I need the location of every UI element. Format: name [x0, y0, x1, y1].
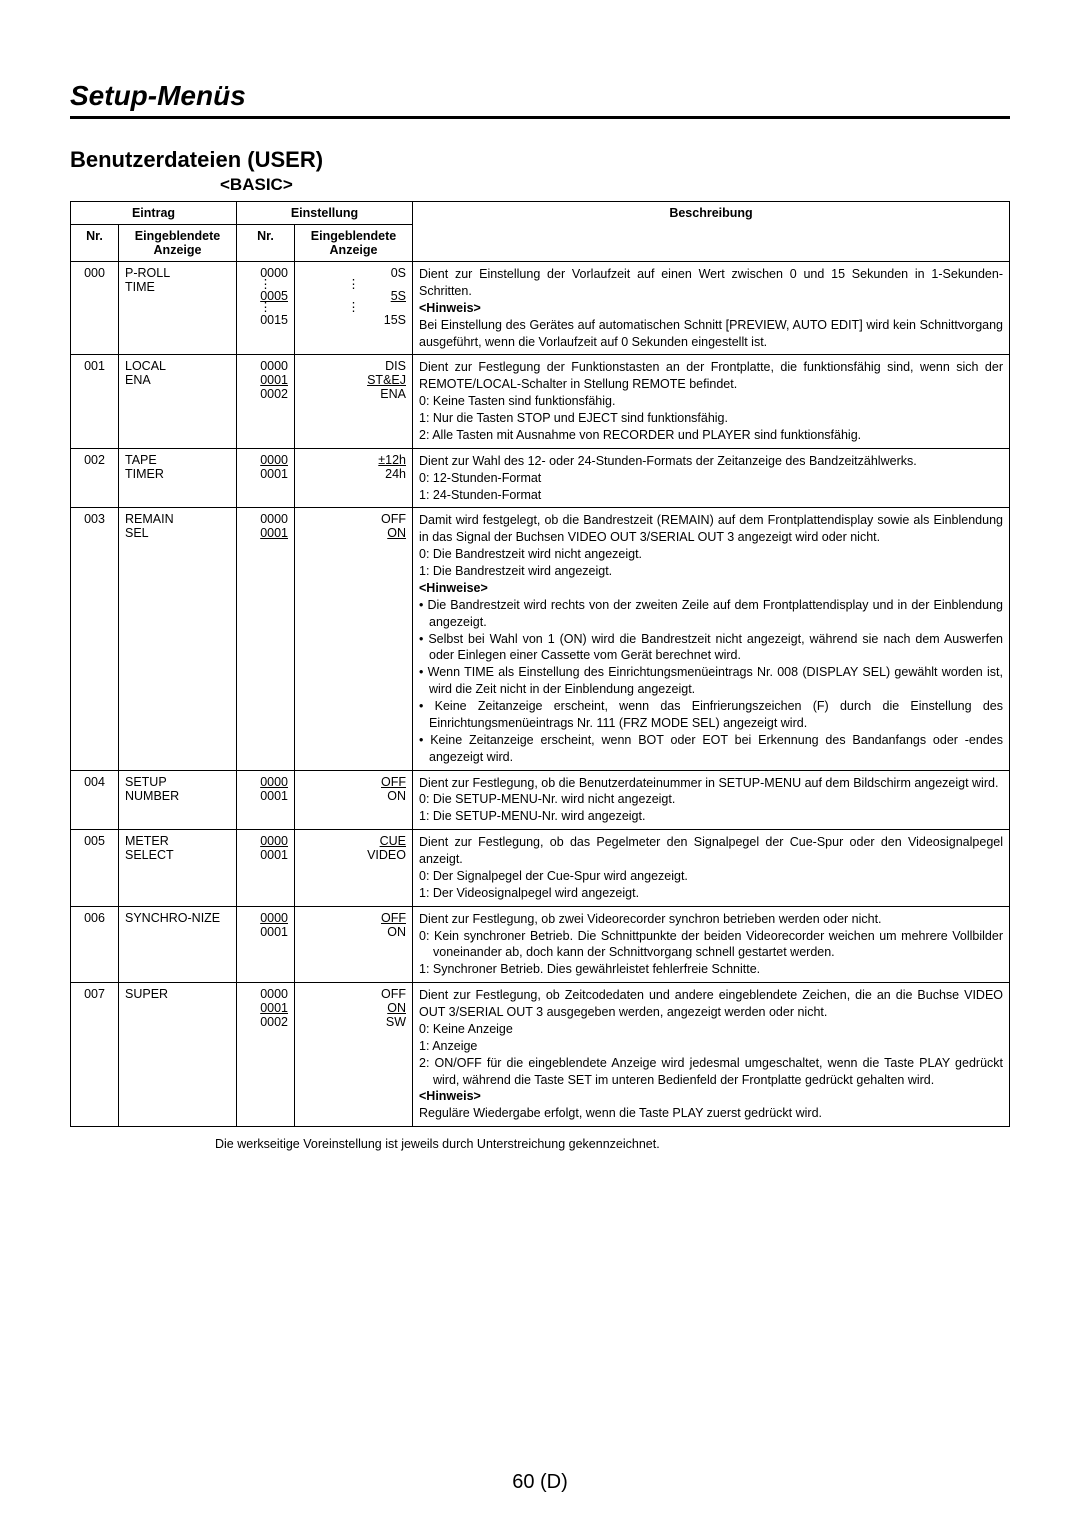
cell-display1: P-ROLLTIME — [119, 262, 237, 355]
cell-nr2: 00000001 — [237, 508, 295, 770]
footnote: Die werkseitige Voreinstellung ist jewei… — [215, 1137, 1010, 1151]
cell-display2: DISST&EJENA — [295, 355, 413, 448]
cell-display2: OFFON — [295, 906, 413, 983]
cell-display1: TAPETIMER — [119, 448, 237, 508]
cell-desc: Dient zur Festlegung, ob zwei Videorecor… — [413, 906, 1010, 983]
cell-desc: Dient zur Festlegung, ob das Pegelmeter … — [413, 830, 1010, 907]
cell-display2: ±12h24h — [295, 448, 413, 508]
cell-desc: Dient zur Festlegung der Funktionstasten… — [413, 355, 1010, 448]
cell-nr2: 00000001 — [237, 448, 295, 508]
table-row: 003REMAINSEL00000001OFFONDamit wird fest… — [71, 508, 1010, 770]
cell-nr1: 007 — [71, 983, 119, 1127]
table-row: 002TAPETIMER00000001±12h24hDient zur Wah… — [71, 448, 1010, 508]
cell-nr1: 003 — [71, 508, 119, 770]
cell-display1: SYNCHRO-NIZE — [119, 906, 237, 983]
table-row: 006SYNCHRO-NIZE00000001OFFONDient zur Fe… — [71, 906, 1010, 983]
cell-nr2: 00000001 — [237, 830, 295, 907]
cell-desc: Dient zur Festlegung, ob Zeitcodedaten u… — [413, 983, 1010, 1127]
cell-nr1: 002 — [71, 448, 119, 508]
header-entry: Eintrag — [71, 202, 237, 225]
header-desc: Beschreibung — [413, 202, 1010, 262]
cell-nr2: 0000⋮0005⋮0015 — [237, 262, 295, 355]
section-title: Benutzerdateien (USER) — [70, 147, 1010, 173]
cell-display2: CUEVIDEO — [295, 830, 413, 907]
header-setting: Einstellung — [237, 202, 413, 225]
cell-display2: OFFONSW — [295, 983, 413, 1127]
cell-desc: Damit wird festgelegt, ob die Bandrestze… — [413, 508, 1010, 770]
header-display1: Eingeblendete Anzeige — [119, 225, 237, 262]
cell-display1: LOCALENA — [119, 355, 237, 448]
cell-nr2: 00000001 — [237, 770, 295, 830]
cell-nr1: 000 — [71, 262, 119, 355]
page-number: 60 (D) — [0, 1471, 1080, 1494]
cell-nr1: 004 — [71, 770, 119, 830]
cell-nr2: 000000010002 — [237, 983, 295, 1127]
cell-nr1: 006 — [71, 906, 119, 983]
cell-desc: Dient zur Festlegung, ob die Benutzerdat… — [413, 770, 1010, 830]
cell-display2: OFFON — [295, 508, 413, 770]
header-display2: Eingeblendete Anzeige — [295, 225, 413, 262]
settings-table: Eintrag Einstellung Beschreibung Nr. Ein… — [70, 201, 1010, 1127]
cell-nr1: 001 — [71, 355, 119, 448]
cell-nr2: 00000001 — [237, 906, 295, 983]
cell-display2: OFFON — [295, 770, 413, 830]
cell-display1: METERSELECT — [119, 830, 237, 907]
subsection-title: <BASIC> — [220, 175, 1010, 195]
cell-desc: Dient zur Einstellung der Vorlaufzeit au… — [413, 262, 1010, 355]
cell-nr1: 005 — [71, 830, 119, 907]
table-row: 007SUPER000000010002OFFONSWDient zur Fes… — [71, 983, 1010, 1127]
table-row: 001LOCALENA000000010002DISST&EJENADient … — [71, 355, 1010, 448]
cell-display1: SUPER — [119, 983, 237, 1127]
cell-nr2: 000000010002 — [237, 355, 295, 448]
table-row: 004SETUPNUMBER00000001OFFONDient zur Fes… — [71, 770, 1010, 830]
cell-desc: Dient zur Wahl des 12- oder 24-Stunden-F… — [413, 448, 1010, 508]
cell-display1: REMAINSEL — [119, 508, 237, 770]
table-row: 005METERSELECT00000001CUEVIDEODient zur … — [71, 830, 1010, 907]
table-header-row-1: Eintrag Einstellung Beschreibung — [71, 202, 1010, 225]
header-nr2: Nr. — [237, 225, 295, 262]
cell-display1: SETUPNUMBER — [119, 770, 237, 830]
header-nr1: Nr. — [71, 225, 119, 262]
cell-display2: 0S⋮5S⋮15S — [295, 262, 413, 355]
page-title: Setup-Menüs — [70, 80, 1010, 119]
table-row: 000P-ROLLTIME0000⋮0005⋮00150S⋮5S⋮15SDien… — [71, 262, 1010, 355]
